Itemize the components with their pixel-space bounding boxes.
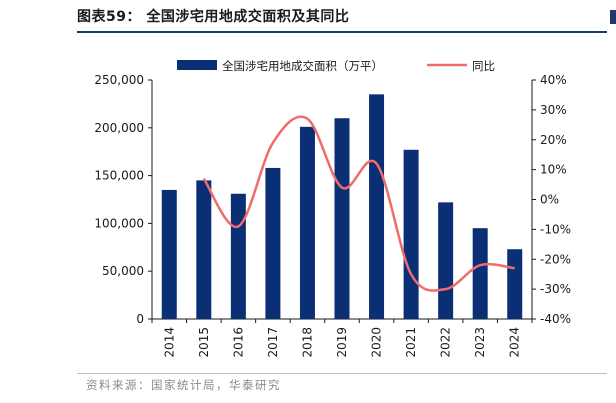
right-axis-tick-label: 20% bbox=[540, 133, 567, 147]
yoy-line bbox=[202, 115, 515, 292]
bar-2018 bbox=[299, 126, 315, 320]
legend: 全国涉宅用地成交面积（万平） 同比 bbox=[177, 59, 495, 73]
title-rule bbox=[77, 31, 607, 33]
x-axis-tick-label: 2018 bbox=[300, 327, 314, 358]
right-axis-tick-label: 10% bbox=[540, 163, 567, 177]
plot-area: 0 50,000 100,000 150,000 200,000 250,000 -40% -… bbox=[94, 73, 571, 358]
bar-2023 bbox=[472, 228, 488, 319]
bar-2017 bbox=[265, 167, 281, 319]
right-axis-tick-label: -20% bbox=[540, 252, 571, 266]
x-axis-tick-label: 2021 bbox=[404, 327, 418, 358]
figure-title: 图表59： 全国涉宅用地成交面积及其同比 bbox=[77, 9, 350, 25]
bar-2024 bbox=[507, 249, 523, 319]
x-axis-tick-label: 2019 bbox=[335, 327, 349, 358]
x-axis-tick-label: 2024 bbox=[508, 327, 522, 358]
right-axis-tick-label: 0% bbox=[540, 193, 559, 207]
bar-2022 bbox=[438, 202, 454, 319]
x-axis-tick-label: 2015 bbox=[197, 327, 211, 358]
x-axis-tick-label: 2016 bbox=[231, 327, 245, 358]
left-axis-tick-label: 50,000 bbox=[102, 264, 144, 278]
cropped-edge-marker bbox=[610, 10, 616, 24]
bar-2016 bbox=[230, 193, 246, 319]
bar-2014 bbox=[161, 189, 177, 319]
right-axis-tick-label: -30% bbox=[540, 282, 571, 296]
bar-2019 bbox=[334, 118, 350, 320]
bar-2020 bbox=[369, 94, 385, 319]
source-note: 资料来源：国家统计局，华泰研究 bbox=[86, 378, 281, 392]
source-rule bbox=[77, 373, 607, 374]
right-axis-tick-label: 40% bbox=[540, 73, 567, 87]
x-axis-tick-label: 2014 bbox=[162, 327, 176, 358]
x-axis-tick-label: 2022 bbox=[439, 327, 453, 358]
x-axis-tick-label: 2020 bbox=[370, 327, 384, 358]
bar-2015 bbox=[196, 180, 212, 319]
right-axis-tick-label: -10% bbox=[540, 222, 571, 236]
x-axis-tick-label: 2017 bbox=[266, 327, 280, 358]
right-axis-tick-label: -40% bbox=[540, 312, 571, 326]
left-axis-tick-label: 150,000 bbox=[94, 169, 144, 183]
left-axis-tick-label: 250,000 bbox=[94, 73, 144, 87]
left-axis-tick-label: 0 bbox=[136, 312, 144, 326]
right-axis-tick-label: 30% bbox=[540, 103, 567, 117]
x-axis-tick-label: 2023 bbox=[473, 327, 487, 358]
left-axis-tick-label: 100,000 bbox=[94, 216, 144, 230]
legend-label-line: 同比 bbox=[472, 59, 495, 73]
legend-label-bar: 全国涉宅用地成交面积（万平） bbox=[222, 59, 383, 73]
bar-2021 bbox=[403, 149, 419, 319]
left-axis-tick-label: 200,000 bbox=[94, 121, 144, 135]
legend-swatch-bar bbox=[177, 60, 217, 70]
